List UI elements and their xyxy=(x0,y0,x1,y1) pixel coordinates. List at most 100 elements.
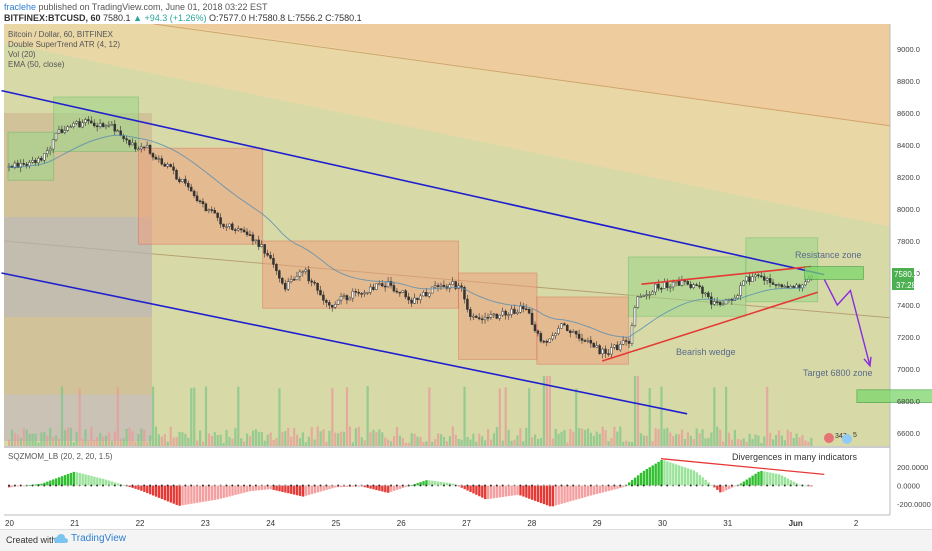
volume-bar xyxy=(763,436,766,446)
forecast-arrow[interactable] xyxy=(823,279,871,366)
candle-body xyxy=(492,313,496,316)
volume-bar xyxy=(772,439,775,446)
volume-bar xyxy=(748,433,751,446)
squeeze-dot xyxy=(666,484,669,487)
candle-body xyxy=(292,279,296,281)
momentum-bar xyxy=(510,485,513,496)
squeeze-dot xyxy=(31,484,34,487)
volume-bar xyxy=(263,440,266,446)
legend-supertrend[interactable]: Double SuperTrend ATR (4, 12) xyxy=(8,40,121,49)
momentum-bar xyxy=(219,485,222,499)
price-chart[interactable]: Resistance zone Target 6800 zone Bearish… xyxy=(0,24,932,529)
squeeze-dot xyxy=(719,484,722,487)
volume-bar xyxy=(486,429,490,446)
candle-body xyxy=(783,285,787,288)
resistance-zone[interactable] xyxy=(804,266,864,280)
volume-bar xyxy=(128,427,131,446)
momentum-bar xyxy=(316,485,319,493)
trend-lines[interactable] xyxy=(1,89,872,415)
divergence-label: Divergences in many indicators xyxy=(732,452,858,462)
squeeze-dot xyxy=(531,484,534,487)
momentum-bar xyxy=(345,485,349,487)
candle-body xyxy=(686,281,690,285)
momentum-bar xyxy=(287,485,290,494)
price-tick-label: 6800.0 xyxy=(897,397,920,406)
legend-volume[interactable]: Vol (20) xyxy=(8,50,36,59)
volume-bar xyxy=(107,432,111,446)
legend-ema[interactable]: EMA (50, close) xyxy=(8,60,65,69)
time-axis[interactable]: 20 21 22 23 24 25 26 27 28 29 30 31 Jun 2 xyxy=(4,514,890,528)
volume-bar xyxy=(651,440,654,446)
momentum-bar xyxy=(363,485,366,488)
momentum-bar xyxy=(372,485,375,490)
momentum-bar xyxy=(745,479,748,486)
volume-bar xyxy=(548,376,551,446)
momentum-bar xyxy=(246,485,249,492)
candle-body xyxy=(342,295,346,297)
squeeze-dot xyxy=(266,484,269,487)
volume-bar xyxy=(416,436,419,446)
momentum-bar xyxy=(639,472,643,486)
channel-upper-line[interactable] xyxy=(1,89,825,276)
candle-body xyxy=(469,309,472,317)
volume-bar xyxy=(807,441,810,446)
last-price-tag-text: 7580.1 xyxy=(894,270,919,279)
candle-body xyxy=(439,284,443,287)
volume-bar xyxy=(419,436,422,446)
volume-bar xyxy=(295,434,299,446)
volume-bar xyxy=(413,433,416,446)
squeeze-dot xyxy=(495,484,498,487)
tradingview-logo[interactable]: TradingView xyxy=(54,533,126,544)
squeeze-dot xyxy=(672,484,675,487)
momentum-bar xyxy=(272,485,275,490)
wedge-upper-line[interactable] xyxy=(641,265,812,285)
squeeze-dot xyxy=(642,484,645,487)
candle-body xyxy=(72,123,75,127)
candle-body xyxy=(748,276,751,282)
momentum-bar xyxy=(199,485,202,503)
time-tick-label: 2 xyxy=(854,519,859,528)
volume-bars xyxy=(8,376,813,446)
momentum-bar xyxy=(284,485,287,493)
squeeze-dot xyxy=(724,484,727,487)
volume-bar xyxy=(730,439,734,446)
squeeze-dot xyxy=(448,484,451,487)
momentum-bar xyxy=(301,485,305,497)
ideas-badge-icon[interactable] xyxy=(824,433,834,443)
candle-body xyxy=(616,344,619,351)
momentum-bar xyxy=(651,465,654,486)
volume-bar xyxy=(554,428,557,446)
author-link[interactable]: fraclehe xyxy=(4,2,37,12)
squeeze-dot xyxy=(401,484,404,487)
volume-bar xyxy=(310,427,313,446)
volume-bar xyxy=(404,442,407,446)
wedge-lower-line[interactable] xyxy=(601,291,818,362)
momentum-bar xyxy=(563,485,566,503)
candle-body xyxy=(736,295,739,299)
volume-bar xyxy=(228,437,231,446)
forecast-arrowhead xyxy=(863,356,872,368)
candle-body xyxy=(757,274,760,277)
squeeze-dot xyxy=(102,484,105,487)
squeeze-dot xyxy=(437,484,440,487)
squeeze-dot xyxy=(254,484,257,487)
candle-body xyxy=(762,276,766,281)
candle-body xyxy=(298,271,302,277)
candle-body xyxy=(98,123,102,127)
comments-badge-icon[interactable] xyxy=(842,434,852,444)
price-axis[interactable]: 6600.06800.07000.07200.07400.07600.07800… xyxy=(897,45,920,438)
squeeze-dot xyxy=(284,484,287,487)
candle-body xyxy=(383,285,387,288)
momentum-bar xyxy=(375,485,378,491)
target-zone[interactable] xyxy=(856,389,932,403)
candle-body xyxy=(560,323,563,329)
volume-bar xyxy=(442,436,446,446)
left-grey-block xyxy=(4,217,152,317)
candle-body xyxy=(186,182,190,188)
candle-body xyxy=(642,295,645,297)
zones[interactable] xyxy=(804,266,932,403)
momentum-bar xyxy=(786,478,790,486)
squeeze-dot xyxy=(337,484,340,487)
momentum-bar xyxy=(22,485,26,487)
channel-lower-line[interactable] xyxy=(1,272,688,415)
